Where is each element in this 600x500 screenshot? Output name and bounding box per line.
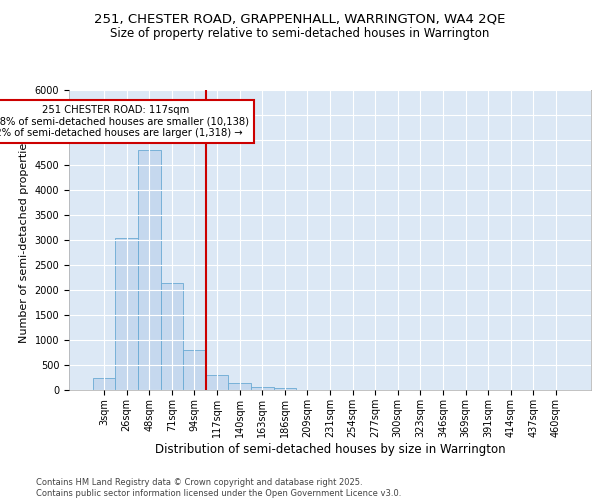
Bar bbox=[161, 282, 183, 390]
Text: Contains HM Land Registry data © Crown copyright and database right 2025.
Contai: Contains HM Land Registry data © Crown c… bbox=[36, 478, 401, 498]
Bar bbox=[274, 388, 296, 390]
Text: Size of property relative to semi-detached houses in Warrington: Size of property relative to semi-detach… bbox=[110, 28, 490, 40]
Text: 251, CHESTER ROAD, GRAPPENHALL, WARRINGTON, WA4 2QE: 251, CHESTER ROAD, GRAPPENHALL, WARRINGT… bbox=[94, 12, 506, 26]
Bar bbox=[138, 150, 161, 390]
Bar bbox=[229, 382, 251, 390]
Y-axis label: Number of semi-detached properties: Number of semi-detached properties bbox=[19, 137, 29, 343]
Bar bbox=[115, 238, 138, 390]
Bar bbox=[183, 350, 206, 390]
Bar bbox=[93, 378, 115, 390]
X-axis label: Distribution of semi-detached houses by size in Warrington: Distribution of semi-detached houses by … bbox=[155, 442, 505, 456]
Text: 251 CHESTER ROAD: 117sqm
← 88% of semi-detached houses are smaller (10,138)
12% : 251 CHESTER ROAD: 117sqm ← 88% of semi-d… bbox=[0, 105, 249, 138]
Bar bbox=[206, 374, 229, 390]
Bar bbox=[251, 386, 274, 390]
